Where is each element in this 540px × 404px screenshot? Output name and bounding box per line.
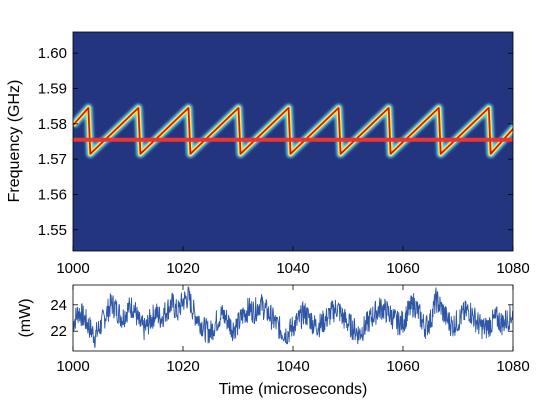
x-tick-label: 1000 xyxy=(56,260,89,277)
y-tick-label: 22 xyxy=(50,323,67,340)
y-tick-label: 1.56 xyxy=(38,186,67,203)
y-tick-label: 24 xyxy=(50,297,67,314)
x-tick-label: 1080 xyxy=(496,260,529,277)
power-plot: 22 24 1000 1020 1040 1060 1080 (mW) Time (mic… xyxy=(17,284,530,398)
y-tick-label: 1.55 xyxy=(38,222,67,239)
spectrogram-plot: 1.55 1.56 1.57 1.58 1.59 1.60 1000 1020 1040 106… xyxy=(6,31,530,277)
x-tick-label: 1020 xyxy=(166,358,199,375)
x-tick-label: 1040 xyxy=(276,358,309,375)
sawtooth-trace-core xyxy=(73,107,513,155)
power-series-line xyxy=(73,286,513,348)
y-tick-label: 1.60 xyxy=(38,45,67,62)
y-axis-title-frequency: Frequency (GHz) xyxy=(6,80,23,203)
x-axis-title-time: Time (microseconds) xyxy=(219,381,368,398)
y-axis-title-power: (mW) xyxy=(17,298,34,337)
x-tick-label: 1060 xyxy=(386,260,419,277)
x-tick-label: 1060 xyxy=(386,358,419,375)
y-tick-label: 1.59 xyxy=(38,81,67,98)
x-tick-label: 1000 xyxy=(56,358,89,375)
y-tick-label: 1.57 xyxy=(38,151,67,168)
y-tick-label: 1.58 xyxy=(38,116,67,133)
x-tick-label: 1080 xyxy=(496,358,529,375)
x-tick-label: 1020 xyxy=(166,260,199,277)
x-tick-label: 1040 xyxy=(276,260,309,277)
